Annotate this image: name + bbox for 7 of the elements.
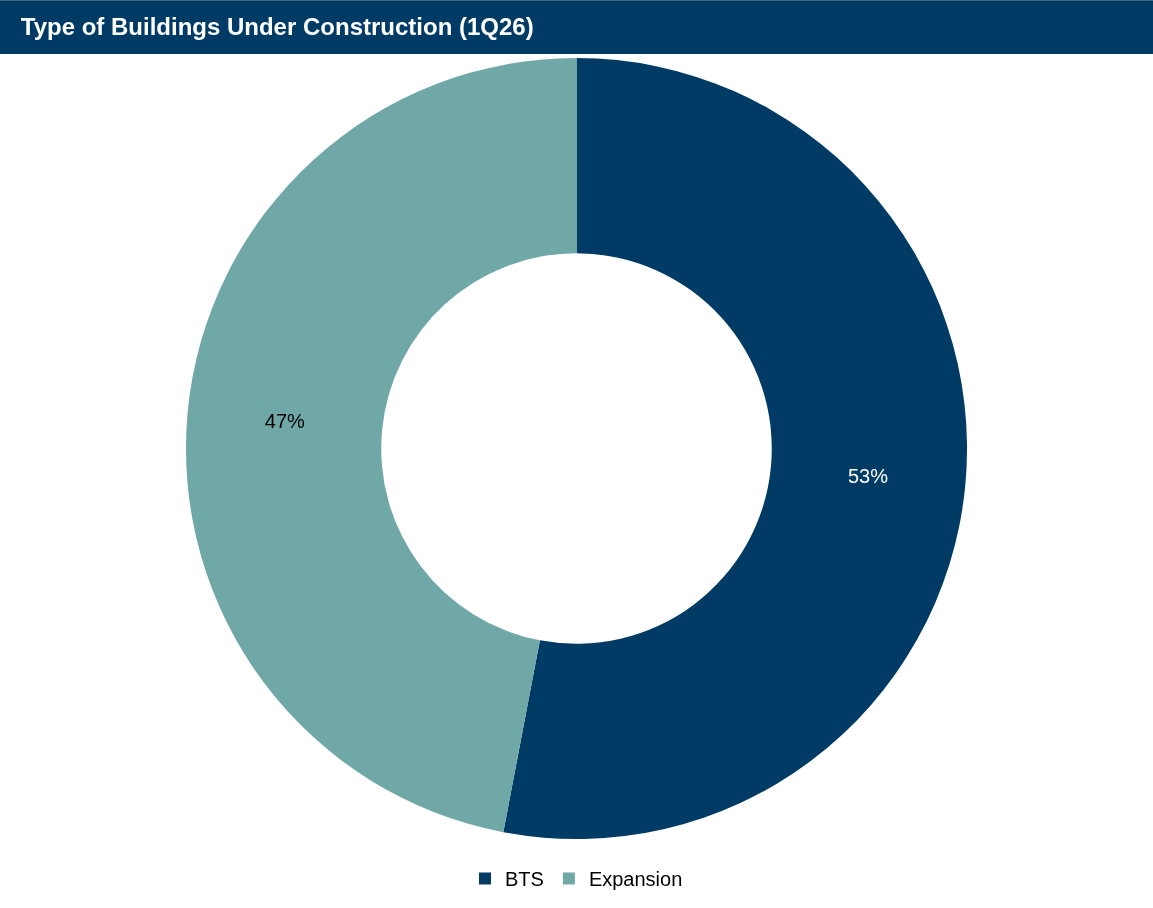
donut-slice <box>186 58 577 833</box>
data-label: 53% <box>847 465 889 488</box>
legend-label: BTS <box>505 868 544 891</box>
chart-title: Type of Buildings Under Construction (1Q26) <box>20 13 534 41</box>
data-label: 47% <box>264 409 306 432</box>
donut-slice <box>503 58 967 839</box>
legend-label: Expansion <box>588 868 683 891</box>
